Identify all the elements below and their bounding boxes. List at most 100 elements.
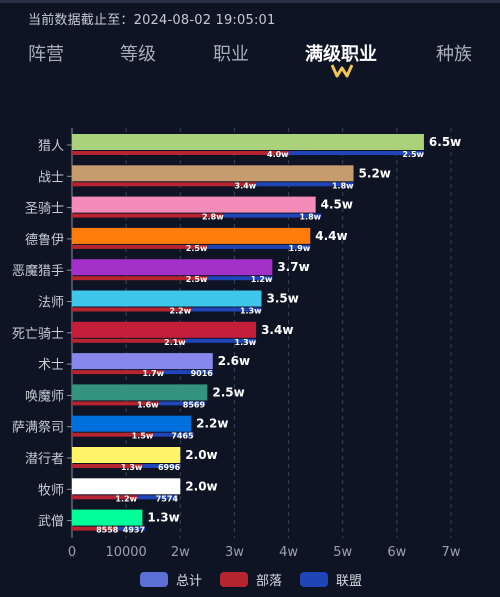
bar-total	[72, 196, 316, 213]
bar-horde	[72, 401, 159, 406]
bar-total-label: 2.2w	[196, 417, 228, 431]
bar-alliance-label: 2.5w	[402, 150, 424, 159]
bar-total	[72, 447, 181, 463]
bar-alliance-label: 1.9w	[289, 244, 311, 253]
y-tick-label: 唤魔师	[25, 389, 64, 404]
bar-total	[72, 415, 192, 432]
x-tick-label: 2w	[171, 545, 190, 560]
y-tick-label: 圣骑士	[25, 202, 64, 217]
bar-alliance	[191, 307, 262, 312]
bar-total-label: 2.6w	[218, 354, 250, 368]
x-tick-label: 3w	[225, 545, 244, 560]
bar-alliance-label: 6996	[158, 463, 181, 472]
bar-horde	[72, 432, 154, 437]
bar-total-label: 2.5w	[212, 385, 244, 399]
tab-level[interactable]: 等级	[120, 44, 156, 65]
bar-total	[72, 134, 424, 150]
bar-alliance-label: 7574	[156, 494, 179, 503]
x-tick-label: 0	[68, 545, 76, 560]
y-tick-label: 猎人	[38, 139, 64, 154]
bar-horde-label: 1.7w	[142, 369, 164, 378]
bar-alliance	[118, 526, 146, 531]
bar-horde-label: 2.2w	[170, 307, 192, 316]
bar-horde	[72, 464, 143, 468]
x-tick-label: 10000	[105, 545, 146, 560]
bar-horde	[72, 276, 208, 281]
y-tick-label: 战士	[38, 170, 64, 185]
bar-alliance-label: 7465	[171, 432, 194, 441]
bar-alliance	[164, 370, 213, 375]
legend-item-total[interactable]: 总计	[140, 570, 202, 589]
bar-horde	[72, 182, 257, 187]
bar-total-label: 5.2w	[359, 166, 391, 180]
bar-horde-label: 2.1w	[164, 338, 186, 347]
tab-bar: 阵营 等级 职业 满级职业 种族	[0, 40, 500, 80]
tab-class[interactable]: 职业	[213, 44, 249, 65]
bar-horde	[72, 244, 208, 249]
bar-total	[72, 227, 311, 244]
legend-item-horde[interactable]: 部落	[220, 570, 282, 589]
bar-total	[72, 353, 213, 370]
y-tick-label: 术士	[38, 358, 64, 373]
legend-label-total: 总计	[176, 574, 203, 589]
bar-alliance-label: 4937	[123, 526, 145, 535]
y-tick-label: 恶魔猎手	[12, 264, 64, 279]
bar-total	[72, 384, 208, 401]
data-timestamp: 当前数据截止至：2024-08-02 19:05:01	[28, 9, 275, 28]
bar-alliance	[288, 151, 424, 155]
bar-alliance-label: 1.3w	[235, 338, 257, 347]
chart-legend: 总计 部落 联盟	[0, 570, 500, 592]
tab-max-level-class[interactable]: 满级职业	[305, 44, 377, 65]
bar-alliance-label: 9016	[191, 369, 214, 378]
bar-total	[72, 321, 257, 338]
bar-horde-label: 4.0w	[267, 150, 289, 159]
bar-alliance-label: 1.8w	[299, 213, 321, 222]
y-tick-label: 潜行者	[25, 452, 64, 467]
bar-alliance	[142, 464, 181, 468]
bar-horde-label: 1.2w	[115, 494, 137, 503]
bar-alliance	[136, 495, 178, 500]
y-tick-label: 死亡骑士	[12, 327, 64, 342]
bar-total-label: 3.4w	[261, 323, 293, 337]
bar-horde-label: 1.3w	[121, 463, 143, 472]
y-tick-label: 牧师	[38, 483, 64, 498]
bar-horde-label: 8558	[96, 526, 119, 535]
bar-alliance-label: 1.2w	[251, 275, 273, 284]
bar-horde	[72, 526, 119, 531]
timestamp-value: 2024-08-02 19:05:01	[133, 13, 276, 28]
bar-total-label: 3.5w	[267, 292, 299, 306]
bar-alliance	[207, 276, 273, 281]
top-divider	[0, 0, 500, 3]
x-tick-label: 4w	[279, 545, 298, 560]
bar-total	[72, 290, 262, 307]
bar-alliance-label: 1.8w	[332, 181, 354, 190]
bar-alliance-label: 1.3w	[240, 307, 262, 316]
bar-horde-label: 1.5w	[132, 432, 154, 441]
bar-total	[72, 478, 181, 495]
bar-horde-label: 2.5w	[186, 244, 208, 253]
bar-horde-label: 3.4w	[235, 181, 257, 190]
x-tick-label: 5w	[333, 545, 352, 560]
bar-total-label: 3.7w	[277, 260, 309, 274]
bar-total-label: 2.0w	[185, 448, 217, 462]
bar-horde	[72, 370, 165, 375]
bar-alliance	[158, 401, 206, 406]
bar-total-label: 1.3w	[147, 511, 179, 525]
bar-horde	[72, 213, 224, 218]
bar-total	[72, 165, 354, 182]
legend-swatch-horde	[220, 572, 248, 587]
y-tick-label: 武僧	[38, 515, 64, 530]
x-tick-label: 7w	[442, 545, 461, 560]
timestamp-label: 当前数据截止至：	[28, 13, 134, 28]
bar-horde	[72, 495, 137, 500]
bar-total-label: 2.0w	[185, 479, 217, 493]
bar-alliance	[185, 338, 257, 343]
bar-alliance	[207, 244, 311, 249]
tab-race[interactable]: 种族	[436, 44, 472, 65]
y-tick-label: 德鲁伊	[25, 233, 64, 248]
x-tick-label: 6w	[387, 545, 406, 560]
tab-faction[interactable]: 阵营	[28, 44, 64, 65]
legend-item-alliance[interactable]: 联盟	[300, 570, 362, 589]
active-tab-indicator-icon	[331, 64, 353, 78]
